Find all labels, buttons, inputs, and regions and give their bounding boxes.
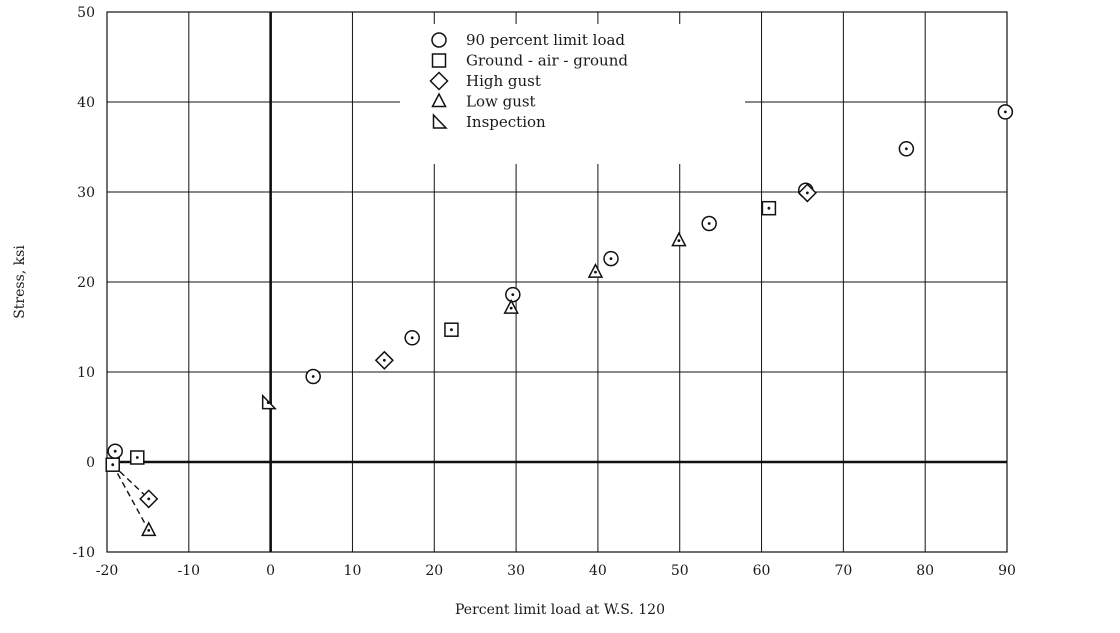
x-tick-label: 60 xyxy=(753,563,771,579)
dashed-connector-lines xyxy=(112,464,150,531)
x-tick-label: 40 xyxy=(589,563,607,579)
x-tick-label: 80 xyxy=(916,563,934,579)
plot-frame xyxy=(106,11,1008,553)
triangle-point xyxy=(587,262,604,278)
data-points xyxy=(105,104,1014,537)
x-tick-label: 0 xyxy=(266,563,275,579)
x-tick-label: 70 xyxy=(834,563,852,579)
legend-label: 90 percent limit load xyxy=(466,31,625,49)
x-tick-label: 10 xyxy=(344,563,362,579)
legend-label: Ground - air - ground xyxy=(466,52,628,70)
circle-point xyxy=(305,368,321,385)
circle-point xyxy=(107,443,123,459)
legend-square-icon xyxy=(431,53,447,68)
circle-point xyxy=(404,330,420,346)
diamond-point xyxy=(797,183,817,203)
circle-point xyxy=(898,141,915,157)
square-point xyxy=(761,200,777,216)
legend-triangle-icon xyxy=(431,92,447,108)
x-tick-label: -10 xyxy=(178,563,201,579)
x-tick-label: 90 xyxy=(998,563,1016,579)
triangle-point xyxy=(140,521,157,537)
dashed-connector xyxy=(112,464,150,531)
circle-point xyxy=(603,250,619,267)
triangle-point xyxy=(503,298,519,314)
y-tick-label: -10 xyxy=(72,545,95,561)
y-tick-label: 0 xyxy=(86,455,95,471)
x-tick-label: 50 xyxy=(671,563,689,579)
legend: 90 percent limit load Ground - air - grou… xyxy=(400,24,745,164)
square-point xyxy=(105,457,120,472)
x-tick-label: 20 xyxy=(425,563,443,579)
x-axis-title: Percent limit load at W.S. 120 xyxy=(455,602,665,618)
legend-circle-icon xyxy=(431,32,447,48)
legend-label: Low gust xyxy=(466,93,536,111)
right-triangle-point xyxy=(261,393,277,410)
y-tick-label: 10 xyxy=(77,365,95,381)
y-tick-label: 50 xyxy=(77,5,95,21)
y-tick-label: 30 xyxy=(77,185,95,201)
x-tick-label: 30 xyxy=(507,563,525,579)
axes xyxy=(106,11,1008,553)
x-tick-label: -20 xyxy=(96,563,119,579)
triangle-point xyxy=(671,231,687,247)
y-tick-label: 40 xyxy=(77,95,95,111)
y-axis-title: Stress, ksi xyxy=(12,245,28,319)
legend-label: High gust xyxy=(466,72,541,90)
legend-label: Inspection xyxy=(466,113,546,131)
diamond-point xyxy=(374,350,394,370)
y-tick-label: 20 xyxy=(77,275,95,291)
dashed-connector xyxy=(112,464,150,500)
square-point xyxy=(444,322,459,337)
legend-background xyxy=(400,24,745,164)
legend-diamond-icon xyxy=(429,71,449,91)
square-point xyxy=(130,450,145,465)
legend-right-triangle-icon xyxy=(432,113,448,129)
circle-point xyxy=(701,215,717,232)
circle-point xyxy=(505,286,521,303)
diamond-point xyxy=(139,489,159,509)
circle-point xyxy=(997,104,1014,120)
